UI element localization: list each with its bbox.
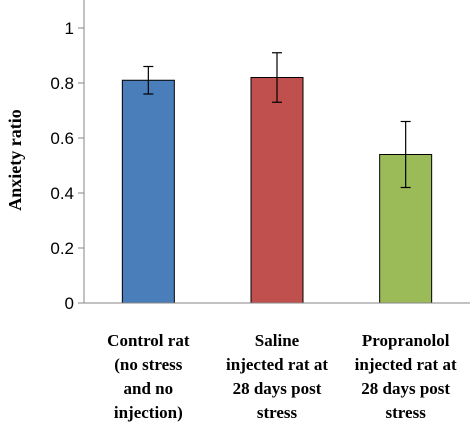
category-label-line: 28 days post <box>233 379 322 398</box>
category-label-line: Saline <box>255 331 300 350</box>
category-label-line: Control rat <box>107 331 190 350</box>
y-tick-label: 0 <box>65 294 74 313</box>
y-tick-label: 0.6 <box>50 129 74 148</box>
bar <box>250 77 304 304</box>
y-axis-title: Anxiety ratio <box>5 109 25 210</box>
category-label-line: Propranolol <box>362 331 450 350</box>
category-label-line: (no stress <box>114 355 183 374</box>
y-tick-label: 1 <box>65 19 74 38</box>
category-label: Propranolol injected rat at 28 days post st… <box>355 331 457 422</box>
category-label-line: 28 days post <box>361 379 450 398</box>
category-label-line: injection) <box>114 403 183 422</box>
category-label-line: and no <box>124 379 174 398</box>
category-label-line: injected rat at <box>355 355 457 374</box>
category-label-line: stress <box>386 403 427 422</box>
y-tick-label: 0.2 <box>50 239 74 258</box>
y-tick-label: 0.8 <box>50 74 74 93</box>
y-tick-label: 0.4 <box>50 184 74 203</box>
category-label-line: stress <box>257 403 298 422</box>
category-label: Control rat (no stress and no injection) <box>107 331 190 422</box>
bar <box>121 79 175 304</box>
category-label: Saline injected rat at 28 days post stress <box>226 331 328 422</box>
category-label-line: injected rat at <box>226 355 328 374</box>
